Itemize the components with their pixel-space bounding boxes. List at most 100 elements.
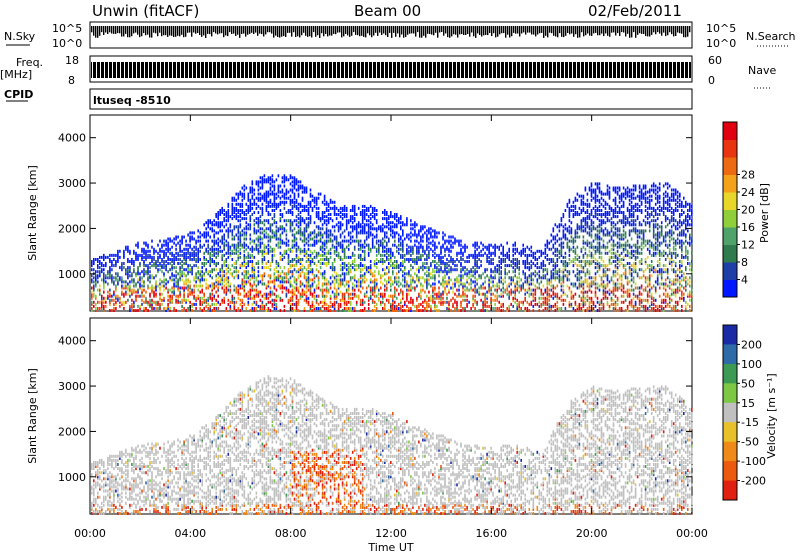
nave-gap — [504, 62, 505, 78]
nsky-bar — [583, 26, 584, 36]
nave-gap — [292, 62, 293, 78]
range-cell — [244, 238, 246, 241]
range-cell — [537, 258, 539, 261]
range-cell — [95, 270, 97, 273]
range-cell — [286, 234, 288, 237]
range-cell — [272, 223, 274, 226]
range-cell — [280, 256, 282, 259]
range-cell — [306, 242, 308, 245]
range-cell — [213, 295, 215, 298]
range-cell — [238, 307, 240, 310]
range-cell — [234, 225, 236, 228]
range-cell — [500, 293, 502, 296]
range-cell — [294, 303, 296, 306]
range-cell — [236, 309, 238, 312]
range-cell — [169, 262, 171, 265]
range-cell — [456, 268, 458, 271]
range-cell — [384, 303, 386, 306]
range-cell — [452, 291, 454, 294]
range-cell — [537, 272, 539, 275]
range-cell — [352, 252, 354, 255]
range-cell — [400, 289, 402, 292]
range-cell — [480, 274, 482, 277]
nave-gap — [348, 62, 349, 78]
range-cell — [215, 213, 217, 216]
nave-gap — [384, 62, 385, 78]
range-cell — [394, 264, 396, 267]
range-cell — [240, 191, 242, 194]
range-cell — [432, 268, 434, 271]
range-cell — [394, 213, 396, 216]
nave-gap — [324, 62, 325, 78]
nsearch-tick-bottom: 10^0 — [706, 37, 736, 50]
range-cell — [378, 240, 380, 243]
range-cell — [294, 219, 296, 222]
range-cell — [211, 297, 213, 300]
range-cell — [215, 274, 217, 277]
nave-gap — [600, 62, 601, 78]
range-cell — [418, 229, 420, 232]
range-cell — [209, 293, 211, 296]
range-cell — [278, 295, 280, 298]
range-cell — [504, 280, 506, 283]
range-cell — [498, 264, 500, 267]
range-cell — [272, 254, 274, 257]
range-cell — [304, 227, 306, 230]
range-cell — [537, 262, 539, 265]
range-cell — [209, 248, 211, 251]
range-cell — [398, 264, 400, 267]
range-cell — [203, 231, 205, 234]
nave-tick-top: 60 — [708, 54, 722, 67]
range-cell — [264, 305, 266, 308]
range-cell — [450, 287, 452, 290]
nsky-bar — [541, 26, 542, 33]
range-cell — [376, 278, 378, 281]
range-cell — [219, 246, 221, 249]
range-cell — [149, 254, 151, 257]
range-cell — [141, 289, 143, 292]
range-cell — [394, 244, 396, 247]
range-cell — [302, 197, 304, 200]
range-cell — [362, 244, 364, 247]
nsky-bar — [511, 26, 512, 36]
nsky-bar — [377, 26, 378, 36]
range-cell — [153, 287, 155, 290]
range-cell — [350, 268, 352, 271]
range-cell — [246, 187, 248, 190]
nave-gap — [156, 62, 157, 78]
range-cell — [254, 295, 256, 298]
range-cell — [135, 244, 137, 247]
range-cell — [189, 301, 191, 304]
range-cell — [252, 203, 254, 206]
range-cell — [527, 246, 529, 249]
range-cell — [326, 240, 328, 243]
range-cell — [201, 270, 203, 273]
range-cell — [93, 276, 95, 279]
range-cell — [195, 252, 197, 255]
range-cell — [318, 260, 320, 263]
nave-gap — [472, 62, 473, 78]
nsky-bar — [531, 26, 532, 35]
range-cell — [352, 236, 354, 239]
range-cell — [288, 197, 290, 200]
range-cell — [420, 303, 422, 306]
range-cell — [304, 299, 306, 302]
range-cell — [286, 250, 288, 253]
range-cell — [322, 254, 324, 257]
range-cell — [105, 305, 107, 308]
range-cell — [292, 244, 294, 247]
range-cell — [294, 176, 296, 179]
nsky-bar — [135, 26, 136, 33]
range-cell — [103, 268, 105, 271]
range-cell — [384, 289, 386, 292]
range-cell — [334, 293, 336, 296]
range-cell — [310, 268, 312, 271]
nsky-bar — [183, 26, 184, 37]
range-cell — [484, 309, 486, 312]
range-cell — [396, 272, 398, 275]
range-cell — [133, 268, 135, 271]
range-cell — [330, 248, 332, 251]
range-cell — [328, 229, 330, 232]
range-cell — [264, 266, 266, 269]
range-cell — [244, 189, 246, 192]
